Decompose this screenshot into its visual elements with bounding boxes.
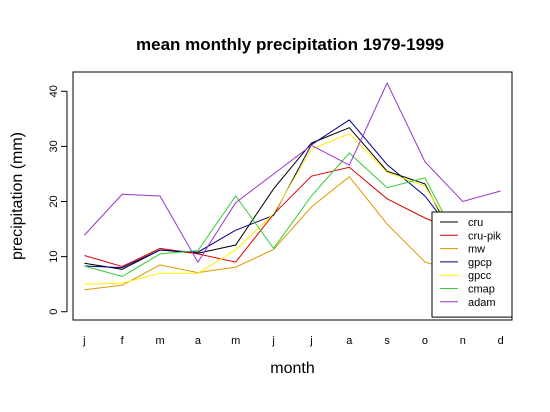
y-tick-label: 40 — [48, 85, 60, 97]
legend-label: adam — [468, 297, 496, 309]
legend-label: cmap — [468, 284, 495, 296]
x-tick-label: m — [155, 335, 164, 347]
series-lines — [84, 81, 501, 291]
x-tick-label: d — [498, 335, 504, 347]
y-tick-label: 20 — [48, 195, 60, 207]
x-tick-label: o — [422, 335, 428, 347]
x-tick-label: a — [346, 335, 353, 347]
y-tick-label: 0 — [48, 309, 60, 315]
series-line-gpcc — [84, 133, 464, 285]
legend-label: gpcc — [468, 270, 492, 282]
x-tick-label: m — [231, 335, 240, 347]
x-tick-label: j — [82, 335, 85, 347]
legend-label: cru-pik — [468, 230, 502, 242]
series-line-cru-pik — [84, 166, 463, 268]
series-line-adam — [84, 81, 501, 264]
x-tick-label: n — [460, 335, 466, 347]
x-axis-label: month — [270, 360, 314, 377]
legend-box — [431, 211, 513, 318]
y-axis: 0 10 20 30 40 — [48, 85, 68, 315]
x-tick-label: j — [309, 335, 312, 347]
legend-label: gpcp — [468, 257, 492, 269]
x-tick-label: a — [195, 335, 202, 347]
y-axis-label: precipitation (mm) — [9, 132, 26, 260]
series-line-cmap — [84, 152, 464, 278]
series-line-mw — [84, 175, 463, 291]
y-tick-label: 10 — [48, 250, 60, 262]
legend-label: mw — [468, 244, 485, 256]
legend-label: cru — [468, 217, 483, 229]
chart-title: mean monthly precipitation 1979-1999 — [136, 35, 444, 54]
plot-frame — [72, 71, 513, 321]
x-tick-label: j — [271, 335, 274, 347]
series-line-gpcp — [84, 119, 464, 269]
plot-area — [72, 71, 513, 321]
y-tick-label: 30 — [48, 140, 60, 152]
x-tick-label: s — [384, 335, 390, 347]
x-tick-label: f — [121, 335, 125, 347]
